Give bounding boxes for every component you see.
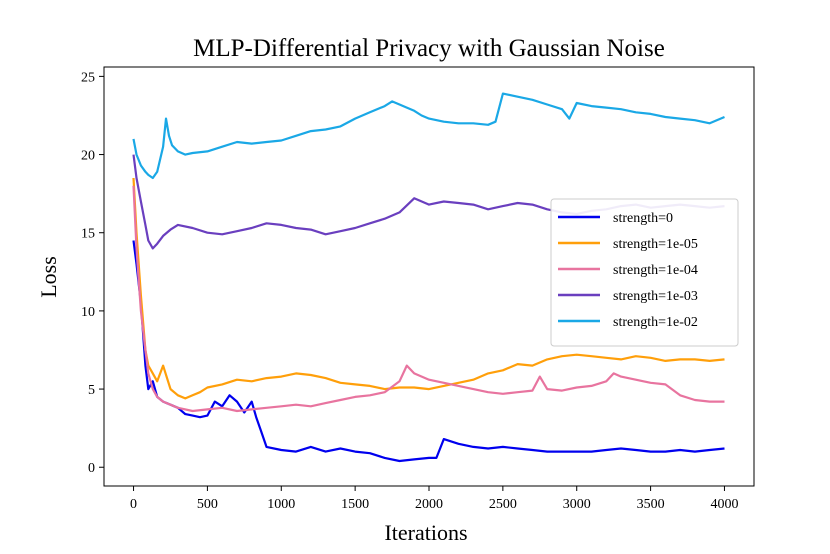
x-axis-label: Iterations [384,520,467,545]
series-line-1 [132,177,725,400]
x-axis: 0 500 1000 1500 2000 2500 3000 3500 4000 [130,486,738,512]
y-tick-label: 10 [81,305,95,320]
legend-label-1: strength=1e-05 [613,237,698,252]
y-tick-label: 15 [81,227,95,242]
x-tick-label: 500 [197,497,218,512]
y-tick-label: 5 [88,383,95,398]
y-tick-label: 20 [81,149,95,164]
legend-label-0: strength=0 [613,211,673,226]
x-tick-label: 2500 [489,497,517,512]
legend: strength=0 strength=1e-05 strength=1e-04 st… [550,198,739,347]
legend-box [550,198,739,347]
y-tick-label: 0 [88,461,95,476]
chart-title: MLP-Differential Privacy with Gaussian N… [193,35,665,62]
x-tick-label: 4000 [710,497,738,512]
series-line-4 [132,92,725,180]
x-tick-label: 2000 [415,497,443,512]
x-tick-label: 0 [130,497,137,512]
legend-label-4: strength=1e-02 [613,315,698,330]
y-tick-label: 25 [81,70,95,85]
x-tick-label: 1000 [267,497,295,512]
y-axis: 0 5 10 15 20 25 [81,70,104,476]
plot-lines [132,92,725,463]
series-line-2 [132,185,725,413]
x-tick-label: 3500 [637,497,665,512]
legend-label-2: strength=1e-04 [613,263,698,278]
legend-label-3: strength=1e-03 [613,289,698,304]
x-tick-label: 1500 [341,497,369,512]
y-axis-label: Loss [36,256,61,298]
x-tick-label: 3000 [563,497,591,512]
